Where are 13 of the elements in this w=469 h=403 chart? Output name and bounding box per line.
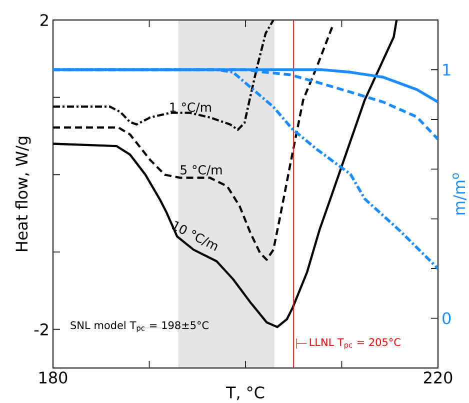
band-label: SNL model T$_{pc}$ = 198±5°C bbox=[70, 321, 208, 332]
y-axis-title: Heat flow, W/g bbox=[15, 136, 31, 251]
y-tick-label: -2 bbox=[34, 323, 48, 336]
y2-axis-title: m/m$^{o}$ bbox=[452, 173, 466, 214]
x-tick-label: 180 bbox=[40, 372, 68, 384]
y2-tick-label: 0 bbox=[442, 312, 451, 324]
x-axis-title: T, °C bbox=[226, 386, 264, 400]
annotation: 5 °C/m bbox=[180, 165, 222, 176]
y2-tick-label: 1 bbox=[443, 64, 450, 76]
annotation: 1 °C/m bbox=[170, 102, 211, 113]
x-tick-label: 220 bbox=[424, 372, 452, 384]
ref-line-label: LLNL T$_{pc}$ = 205°C bbox=[310, 338, 400, 350]
y-tick-label: 2 bbox=[40, 14, 48, 26]
